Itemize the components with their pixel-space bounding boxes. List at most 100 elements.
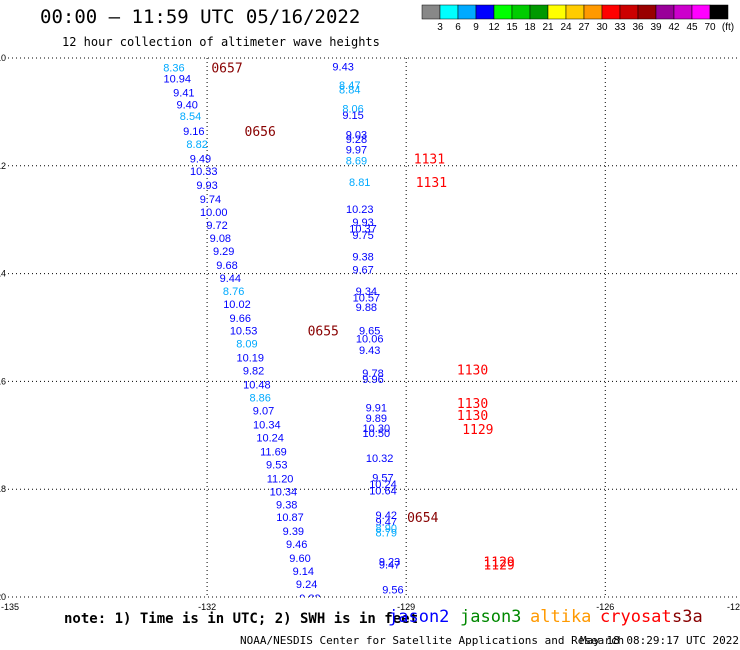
wave-height-point: 9.03	[346, 130, 367, 142]
pass-time-label: 1131	[416, 176, 447, 191]
wave-height-point: 9.39	[283, 526, 304, 538]
color-scale-legend: 3 6 9 12 15 18 21 24 27 30 33 36 39 42 45 70 (ft)	[421, 4, 734, 33]
wave-height-point: 10.37	[349, 223, 377, 235]
pass-time-label: 1129	[483, 555, 514, 570]
wave-height-point: 10.24	[369, 479, 397, 491]
colorbar-label: 24	[560, 22, 572, 33]
wave-height-point: 9.23	[379, 556, 400, 568]
wave-height-point: 9.57	[372, 472, 393, 484]
pass-time-label: 1129	[483, 559, 514, 574]
y-tick-label: -16	[0, 376, 6, 386]
pass-time-label: 1130	[457, 364, 488, 379]
wave-height-point: 9.46	[286, 539, 307, 551]
satellite-s3a: s3a	[672, 607, 703, 627]
wave-height-point: 9.82	[299, 593, 320, 605]
colorbar-swatch	[709, 4, 729, 20]
pass-time-label: 1129	[462, 423, 493, 438]
pass-time-label: 1131	[414, 152, 445, 167]
wave-height-point: 8.36	[163, 63, 184, 75]
wave-height-point: 10.34	[253, 420, 281, 432]
colorbar-label: (ft)	[722, 22, 734, 33]
wave-height-point: 9.82	[243, 366, 264, 378]
wave-height-point: 9.29	[213, 246, 234, 258]
wave-height-point: 9.24	[296, 579, 317, 591]
colorbar-label: 42	[668, 22, 680, 33]
wave-height-point: 8.84	[339, 84, 360, 96]
wave-height-point: 9.49	[190, 153, 211, 165]
x-tick-label: -132	[198, 602, 216, 612]
wave-height-point: 9.56	[382, 584, 403, 596]
wave-height-point: 10.64	[369, 485, 397, 497]
wave-height-point: 10.57	[353, 292, 381, 304]
wave-height-point: 9.43	[359, 345, 380, 357]
wave-height-point: 8.79	[376, 527, 397, 539]
wave-height-point: 8.06	[342, 104, 363, 116]
y-tick-label: -18	[0, 484, 6, 494]
colorbar-label: 6	[455, 22, 461, 33]
wave-height-point: 9.41	[173, 87, 194, 99]
wave-height-point: 10.94	[163, 73, 191, 85]
pass-time-label: 1130	[457, 409, 488, 424]
wave-height-point: 10.34	[270, 486, 298, 498]
wave-height-point: 9.38	[276, 499, 297, 511]
wave-height-point: 9.89	[366, 413, 387, 425]
wave-height-point: 9.16	[183, 126, 204, 138]
wave-height-point: 9.65	[359, 326, 380, 338]
x-tick-label: -129	[397, 602, 415, 612]
colorbar-label: 27	[578, 22, 590, 33]
colorbar-label: 9	[473, 22, 479, 33]
wave-height-point: 8.47	[339, 80, 360, 92]
wave-height-point: 9.67	[352, 264, 373, 276]
satellite-cryosat: cryosat	[600, 607, 672, 627]
wave-height-point: 10.30	[363, 423, 391, 435]
wave-height-point: 10.24	[256, 432, 284, 444]
wave-height-point: 9.07	[253, 406, 274, 418]
note-text: note: 1) Time is in UTC; 2) SWH is in fe…	[64, 611, 419, 627]
wave-height-point: 9.47	[376, 517, 397, 529]
colorbar-label: 33	[614, 22, 626, 33]
wave-height-point: 10.06	[356, 333, 384, 345]
wave-height-point: 9.34	[356, 286, 377, 298]
wave-height-point: 8.69	[346, 155, 367, 167]
wave-height-point: 9.66	[230, 313, 251, 325]
wave-height-point: 8.82	[186, 139, 207, 151]
wave-height-point: 9.38	[352, 251, 373, 263]
wave-height-point: 10.87	[276, 512, 304, 524]
wave-height-point: 9.74	[200, 194, 221, 206]
y-tick-label: -12	[0, 161, 6, 171]
pass-time-label: 0657	[211, 62, 242, 77]
wave-height-point: 9.75	[352, 230, 373, 242]
wave-height-point: 9.42	[376, 510, 397, 522]
wave-height-point: 9.91	[366, 402, 387, 414]
wave-height-point: 11.69	[260, 446, 287, 458]
wave-height-point: 9.44	[220, 273, 241, 285]
wave-height-point: 9.68	[216, 260, 237, 272]
colorbar-label: 70	[704, 22, 716, 33]
pass-time-label: 0655	[308, 325, 339, 340]
wave-height-point: 10.00	[200, 207, 228, 219]
wave-height-point: 10.50	[363, 428, 391, 440]
y-tick-label: -14	[0, 269, 6, 279]
wave-height-point: 9.14	[293, 566, 314, 578]
wave-height-point: 9.78	[362, 368, 383, 380]
colorbar-label: 15	[506, 22, 518, 33]
wave-height-point: 10.32	[366, 453, 394, 465]
colorbar-label: 39	[650, 22, 662, 33]
x-tick-label: -126	[596, 602, 614, 612]
pass-time-label: 1130	[457, 397, 488, 412]
wave-height-point: 10.33	[190, 166, 218, 178]
colorbar-label: 30	[596, 22, 608, 33]
wave-height-point: 8.86	[249, 393, 270, 405]
wave-height-point: 9.93	[352, 217, 373, 229]
wave-height-point: 8.09	[236, 339, 257, 351]
wave-height-point: 10.19	[236, 353, 264, 365]
pass-time-label: 0654	[407, 511, 438, 526]
wave-height-point: 10.48	[243, 380, 271, 392]
wave-height-point: 8.90	[376, 523, 397, 535]
satellite-jason2: jason2	[388, 607, 450, 627]
wave-height-point: 9.72	[206, 220, 227, 232]
wave-height-point: 9.40	[176, 99, 197, 111]
wave-height-point: 9.60	[289, 553, 310, 565]
wave-height-point: 10.23	[346, 204, 374, 216]
colorbar-label: 21	[542, 22, 554, 33]
